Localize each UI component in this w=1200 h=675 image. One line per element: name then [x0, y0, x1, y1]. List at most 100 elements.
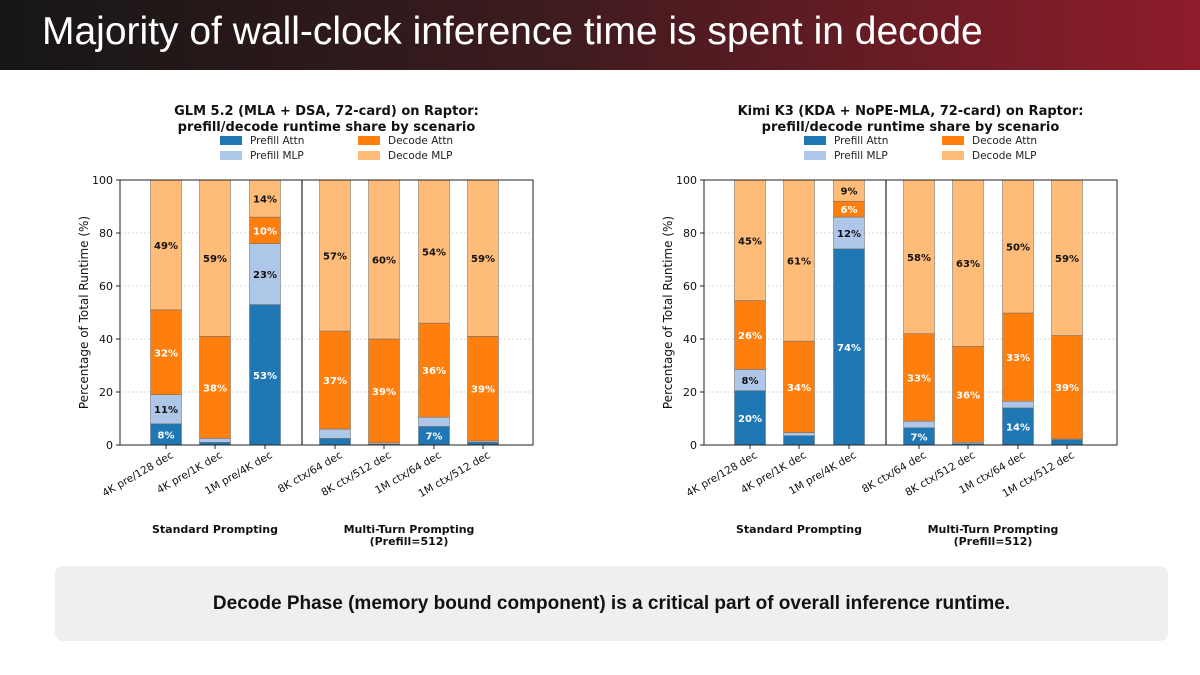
chart1-plot-frame — [703, 179, 1118, 446]
chart1-data-label: 59% — [1055, 254, 1079, 265]
chart1-data-label: 33% — [907, 373, 931, 384]
chart0-data-label: 37% — [323, 376, 347, 387]
chart1-y-axis-label: Percentage of Total Runtime (%) — [661, 216, 675, 409]
chart0-y-tick-label: 0 — [106, 439, 113, 452]
chart1-y-tick-label: 20 — [683, 386, 697, 399]
chart0-data-label: 59% — [471, 254, 495, 265]
chart0-bar-segment — [249, 243, 281, 305]
chart0-data-label: 8% — [158, 430, 175, 441]
chart0-bar-segment — [199, 179, 231, 337]
chart0-data-label: 39% — [372, 387, 396, 398]
chart0-data-label: 11% — [154, 405, 178, 416]
chart0-bar-segment — [319, 179, 351, 332]
chart1-data-label: 12% — [837, 229, 861, 240]
chart0-bar-segment — [150, 394, 182, 425]
chart1-bar-segment — [903, 333, 935, 422]
chart0-bar-segment — [150, 179, 182, 311]
chart1-data-label: 26% — [738, 331, 762, 342]
chart1-bar-segment — [783, 432, 815, 436]
chart1-data-label: 20% — [738, 414, 762, 425]
chart0-bar-segment — [418, 322, 450, 418]
chart0-bar-segment — [418, 179, 450, 324]
chart1-data-label: 61% — [787, 257, 811, 268]
chart1-data-label: 58% — [907, 253, 931, 264]
chart0-bar-segment — [249, 216, 281, 244]
chart0-bar-segment — [368, 338, 400, 444]
chart0-group-label: (Prefill=512) — [370, 535, 449, 548]
chart0-bar-segment — [418, 416, 450, 427]
chart1-data-label: 7% — [911, 432, 928, 443]
chart1-bar-segment — [783, 179, 815, 342]
chart0-y-tick-label: 80 — [99, 227, 113, 240]
chart0-bar-segment — [150, 309, 182, 395]
chart0-legend-swatch — [358, 151, 380, 160]
chart0-data-label: 23% — [253, 270, 277, 281]
chart0-bar-segment — [467, 336, 499, 442]
chart0-data-label: 60% — [372, 256, 396, 267]
chart0-bar-segment — [249, 179, 281, 218]
chart0-data-label: 53% — [253, 371, 277, 382]
chart1-data-label: 39% — [1055, 383, 1079, 394]
chart1-y-tick-label: 40 — [683, 333, 697, 346]
chart0-legend-swatch — [220, 136, 242, 145]
chart0-y-tick-label: 60 — [99, 280, 113, 293]
chart0-data-label: 10% — [253, 226, 277, 237]
chart1-data-label: 33% — [1006, 353, 1030, 364]
slide-title: Majority of wall-clock inference time is… — [42, 10, 983, 53]
chart1-bar-segment — [1051, 179, 1083, 336]
chart1-data-label: 36% — [956, 390, 980, 401]
chart0-legend-label: Decode Attn — [388, 135, 453, 147]
chart1-legend-label: Prefill MLP — [834, 150, 888, 162]
chart1-bar-segment — [952, 346, 984, 443]
chart0-data-label: 32% — [154, 348, 178, 359]
chart0-data-label: 54% — [422, 248, 446, 259]
chart1-legend-swatch — [804, 136, 826, 145]
chart1-bar-segment — [903, 179, 935, 334]
chart1-title-line: Kimi K3 (KDA + NoPE-MLA, 72-card) on Rap… — [738, 104, 1084, 119]
chart1-y-tick-label: 100 — [676, 174, 697, 187]
chart0-title-line: prefill/decode runtime share by scenario — [178, 120, 476, 135]
chart1-data-label: 34% — [787, 383, 811, 394]
chart0-legend-swatch — [220, 151, 242, 160]
chart1-bar-segment — [1002, 401, 1034, 409]
chart0-y-tick-label: 100 — [92, 174, 113, 187]
chart0-data-label: 14% — [253, 195, 277, 206]
chart0-legend-label: Prefill MLP — [250, 150, 304, 162]
chart0-data-label: 57% — [323, 252, 347, 263]
kimi-chart-svg: Kimi K3 (KDA + NoPE-MLA, 72-card) on Rap… — [661, 104, 1118, 548]
chart0-y-axis-label: Percentage of Total Runtime (%) — [77, 216, 91, 409]
chart1-y-tick-label: 80 — [683, 227, 697, 240]
glm-chart: GLM 5.2 (MLA + DSA, 72-card) on Raptor: p… — [68, 95, 588, 555]
chart1-legend-swatch — [942, 151, 964, 160]
chart1-bar-segment — [952, 179, 984, 347]
chart0-group-label: Multi-Turn Prompting — [344, 523, 475, 536]
chart0-data-label: 49% — [154, 241, 178, 252]
chart1-bar-segment — [833, 216, 865, 250]
chart1-group-label: Multi-Turn Prompting — [928, 523, 1059, 536]
chart1-legend-swatch — [942, 136, 964, 145]
chart0-plot-frame — [119, 179, 534, 446]
chart1-bar-segment — [1051, 439, 1083, 446]
kimi-chart: Kimi K3 (KDA + NoPE-MLA, 72-card) on Rap… — [652, 95, 1172, 555]
chart0-data-label: 7% — [426, 432, 443, 443]
glm-chart-svg: GLM 5.2 (MLA + DSA, 72-card) on Raptor:p… — [77, 104, 534, 548]
chart0-group-label: Standard Prompting — [152, 523, 278, 536]
chart1-bar-segment — [734, 390, 766, 446]
chart0-title-line: GLM 5.2 (MLA + DSA, 72-card) on Raptor: — [174, 104, 479, 119]
chart1-bar-segment — [903, 420, 935, 429]
chart0-bar-segment — [368, 179, 400, 340]
chart0-legend-label: Prefill Attn — [250, 135, 304, 147]
chart1-data-label: 14% — [1006, 422, 1030, 433]
chart1-bar-segment — [1002, 179, 1034, 314]
chart1-data-label: 8% — [742, 376, 759, 387]
chart0-bar-segment — [467, 179, 499, 337]
chart1-bar-segment — [734, 179, 766, 301]
takeaway-text: Decode Phase (memory bound component) is… — [212, 592, 1011, 614]
chart1-bar-segment — [783, 435, 815, 446]
chart1-group-label: Standard Prompting — [736, 523, 862, 536]
chart1-group-label: (Prefill=512) — [954, 535, 1033, 548]
slide-header: Majority of wall-clock inference time is… — [0, 0, 1200, 70]
chart0-data-label: 59% — [203, 254, 227, 265]
chart1-legend-label: Prefill Attn — [834, 135, 888, 147]
chart1-y-tick-label: 60 — [683, 280, 697, 293]
